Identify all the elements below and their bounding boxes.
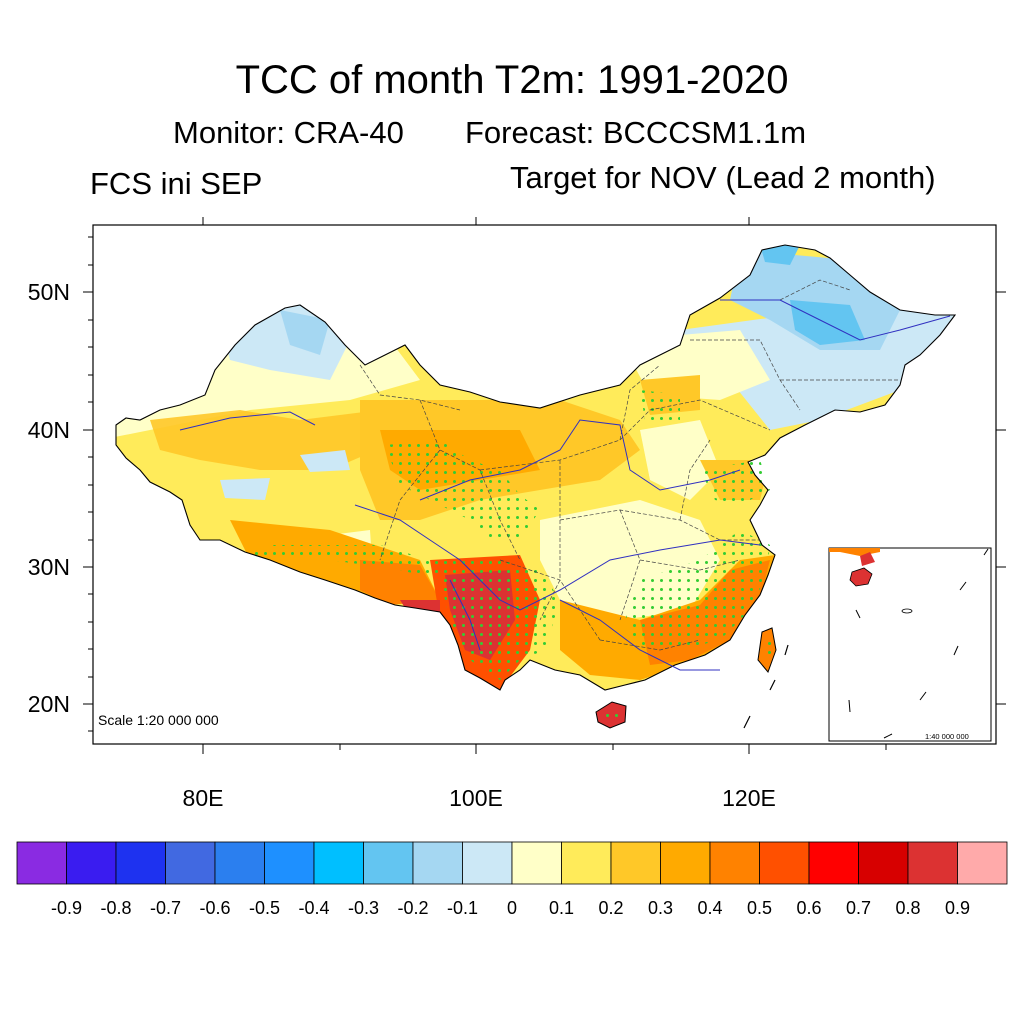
province-borders (359, 279, 900, 651)
scale-label: Scale 1:20 000 000 (98, 712, 219, 728)
colorbar-label: 0.7 (846, 898, 871, 918)
lat-label: 40N (28, 417, 70, 443)
colorbar-swatch (759, 841, 810, 885)
taiwan-stipple (762, 635, 772, 662)
colorbar-swatch (858, 841, 909, 885)
lat-label: 50N (28, 279, 70, 305)
colorbar-swatch (957, 841, 1008, 885)
colorbar-label: 0.9 (945, 898, 970, 918)
colorbar-label: 0.6 (796, 898, 821, 918)
colorbar-swatch (264, 841, 315, 885)
colorbar-label: 0.5 (747, 898, 772, 918)
colorbar-label: -0.6 (199, 898, 230, 918)
colorbar-label: -0.5 (249, 898, 280, 918)
colorbar-swatch (165, 841, 216, 885)
colorbar-swatch (561, 841, 612, 885)
colorbar-swatch (66, 841, 117, 885)
colorbar-label: 0.4 (697, 898, 722, 918)
inset-scale-label: 1:40 000 000 (925, 732, 969, 741)
colorbar-label: -0.1 (447, 898, 478, 918)
colorbar-swatch (808, 841, 859, 885)
colorbar-label: -0.9 (51, 898, 82, 918)
lon-label: 80E (183, 785, 224, 811)
forecast-subtitle: Forecast: BCCCSM1.1m (465, 115, 807, 150)
lat-label: 30N (28, 554, 70, 580)
colorbar-label: 0.1 (549, 898, 574, 918)
colorbar-label: 0.3 (648, 898, 673, 918)
inset-map: 1:40 000 000 (828, 547, 992, 742)
colorbar-label: -0.7 (150, 898, 181, 918)
colorbar-swatch (709, 841, 760, 885)
lat-ticks (83, 236, 1006, 732)
colorbar-label: 0 (507, 898, 517, 918)
lon-label: 120E (722, 785, 776, 811)
inset-dashes (848, 548, 989, 739)
rivers (179, 299, 951, 671)
colorbar-swatch (907, 841, 958, 885)
colorbar-swatch (313, 841, 364, 885)
colorbar-swatch (16, 841, 67, 885)
inset-coast-red (860, 552, 875, 566)
colorbar-label: -0.2 (397, 898, 428, 918)
lon-labels: 80E 100E 120E (183, 785, 776, 811)
colorbar-label: 0.2 (598, 898, 623, 918)
colorbar-label: -0.8 (100, 898, 131, 918)
sea-dashes (743, 644, 789, 729)
colorbar-swatch (363, 841, 414, 885)
lat-label: 20N (28, 691, 70, 717)
colorbar-swatch (412, 841, 463, 885)
colorbar-labels: -0.9 -0.8 -0.7 -0.6 -0.5 -0.4 -0.3 -0.2 -0.1 0 0.1… (51, 898, 970, 918)
colorbar-swatch (214, 841, 265, 885)
lon-ticks (202, 217, 887, 754)
monitor-subtitle: Monitor: CRA-40 (173, 115, 404, 150)
hainan-stipple (603, 708, 620, 722)
colorbar-label: 0.8 (895, 898, 920, 918)
colorbar-swatch (660, 841, 711, 885)
lat-labels: 50N 40N 30N 20N (28, 279, 70, 717)
colorbar-label: -0.3 (348, 898, 379, 918)
plot-title: TCC of month T2m: 1991-2020 (235, 58, 789, 102)
init-label: FCS ini SEP (90, 166, 263, 201)
lon-label: 100E (449, 785, 503, 811)
colorbar (16, 841, 1008, 885)
target-label: Target for NOV (Lead 2 month) (510, 160, 936, 195)
colorbar-swatch (610, 841, 661, 885)
colorbar-label: -0.4 (298, 898, 329, 918)
colorbar-swatch (115, 841, 166, 885)
colorbar-swatch (462, 841, 513, 885)
inset-hainan (849, 567, 873, 587)
colorbar-swatch (511, 841, 562, 885)
